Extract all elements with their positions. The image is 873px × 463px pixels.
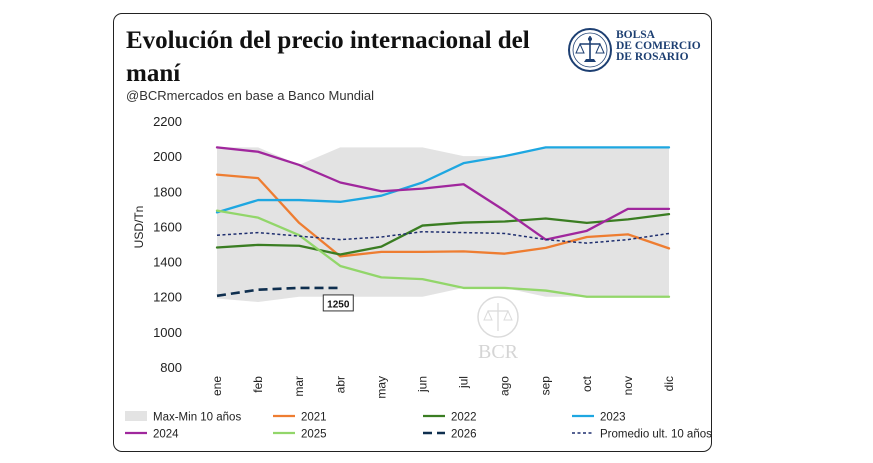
bcr-watermark: BCR xyxy=(477,296,519,363)
logo-line: DE COMERCIO xyxy=(616,40,701,52)
x-tick-label: sep xyxy=(539,376,553,396)
y-tick-label: 2200 xyxy=(153,114,182,129)
legend-label: 2026 xyxy=(451,429,477,441)
series-line-promedio-ult-10-a-os xyxy=(216,230,670,244)
legend-item: Promedio ult. 10 años xyxy=(572,429,712,441)
x-tick-label: jul xyxy=(457,376,471,389)
chart-subtitle: @BCRmercados en base a Banco Mundial xyxy=(126,88,375,103)
series-line-2025 xyxy=(215,209,671,298)
axes: USD/Tn 800 1000 1200 1400 1600 1800 2000 2200 en… xyxy=(132,114,676,399)
annotation-box xyxy=(322,294,354,312)
legend-item: Max-Min 10 años xyxy=(125,411,241,424)
legend-item: 2024 xyxy=(125,429,179,441)
x-tick-label: nov xyxy=(621,376,635,395)
series-line-2022 xyxy=(215,212,671,256)
watermark-seal-icon xyxy=(477,296,519,338)
legend-item: 2022 xyxy=(423,412,477,424)
legend-swatch xyxy=(125,411,147,421)
x-tick-label: mar xyxy=(292,376,306,397)
annotations: 1250 xyxy=(322,294,354,312)
y-tick-label: 1200 xyxy=(153,290,182,305)
logo-line: BOLSA xyxy=(616,29,655,41)
x-tick-label: ene xyxy=(210,376,224,396)
x-tick-label: jun xyxy=(415,376,429,393)
legend-item: 2021 xyxy=(273,412,327,424)
y-axis-label: USD/Tn xyxy=(132,206,146,249)
series-line-2024 xyxy=(215,146,671,241)
bcr-logo xyxy=(566,26,706,74)
x-tick-label: ago xyxy=(498,376,512,396)
series-line-2021 xyxy=(215,173,671,258)
legend-label: Promedio ult. 10 años xyxy=(600,429,712,441)
series-layer xyxy=(215,146,671,298)
bcr-logo-text: BOLSA DE COMERCIO DE ROSARIO xyxy=(616,29,701,63)
y-tick-label: 1600 xyxy=(153,219,182,234)
legend-label: 2023 xyxy=(600,412,626,424)
legend-label: 2024 xyxy=(153,429,179,441)
y-tick-label: 1800 xyxy=(153,184,182,199)
x-tick-label: feb xyxy=(251,376,265,393)
legend-label: Max-Min 10 años xyxy=(153,412,241,424)
x-tick-label: abr xyxy=(333,376,347,393)
legend-item: 2026 xyxy=(423,429,477,441)
data-label: 1250 xyxy=(327,299,350,310)
y-tick-label: 1000 xyxy=(153,325,182,340)
legend-item: 2023 xyxy=(572,412,626,424)
chart-title: Evolución del precio internacional del m… xyxy=(126,27,530,87)
y-tick-label: 800 xyxy=(160,360,182,375)
x-tick-label: dic xyxy=(662,376,676,391)
legend: Max-Min 10 años 2021 2022 2023 2024 2025 2026 P… xyxy=(125,411,712,441)
series-line-2026 xyxy=(216,286,341,298)
x-tick-label: oct xyxy=(580,375,594,392)
y-tick-label: 1400 xyxy=(153,255,182,270)
series-line-2023 xyxy=(215,146,671,214)
legend-label: 2021 xyxy=(301,412,327,424)
logo-line: DE ROSARIO xyxy=(616,51,689,63)
legend-label: 2022 xyxy=(451,412,477,424)
legend-label: 2025 xyxy=(301,429,327,441)
y-tick-label: 2000 xyxy=(153,149,182,164)
legend-item: 2025 xyxy=(273,429,327,441)
x-tick-label: may xyxy=(374,376,388,399)
bcr-seal-icon xyxy=(568,28,612,72)
watermark-text: BCR xyxy=(478,341,519,363)
